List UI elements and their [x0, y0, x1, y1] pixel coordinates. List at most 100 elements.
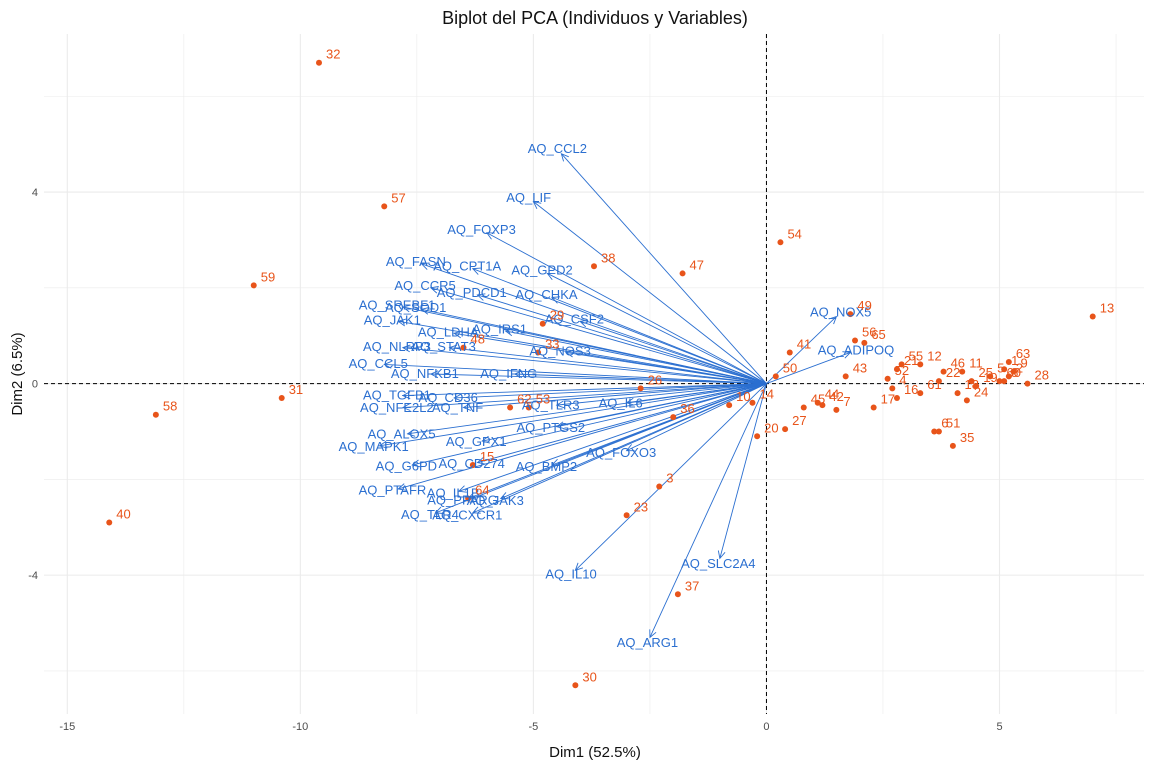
individual-label: 5: [997, 360, 1004, 375]
individual-label: 22: [946, 365, 960, 380]
variable-arrowhead: [532, 200, 542, 209]
reference-lines: [44, 34, 1144, 714]
individual-point: [935, 378, 942, 385]
variable-arrowhead: [546, 272, 556, 281]
variable-arrow: [463, 383, 767, 408]
individual-point: [884, 375, 891, 382]
variable-label: AQ_G6PD: [376, 458, 437, 473]
individual-point: [749, 399, 756, 406]
individual-points: [106, 59, 1096, 689]
individual-point: [842, 373, 849, 380]
variable-label: AQ_ALOX5: [368, 427, 436, 442]
variable-arrow: [766, 316, 837, 384]
individual-point: [656, 483, 663, 490]
variable-label: AQ_CHKA: [515, 287, 577, 302]
variable-arrow: [482, 383, 767, 442]
individual-point: [316, 59, 322, 66]
individual-point: [637, 385, 644, 392]
variable-label: AQ_PDCD1: [437, 285, 507, 300]
variable-label: AQ_TLR3: [522, 398, 580, 413]
individual-label: 2: [1016, 360, 1023, 375]
variable-label: AQ_CD36: [419, 390, 478, 405]
variable-arrow: [435, 383, 767, 514]
variable-arrow: [575, 383, 767, 571]
individual-point: [973, 382, 980, 389]
variable-label: AQ_FOXO3: [586, 445, 656, 460]
individual-point: [465, 495, 472, 502]
individual-point: [819, 402, 826, 409]
variable-arrowhead: [448, 344, 458, 353]
variable-arrowhead: [411, 459, 421, 468]
x-axis-title: Dim1 (52.5%): [549, 744, 641, 761]
individual-label: 41: [797, 336, 811, 351]
individual-label: 12: [927, 348, 941, 363]
variable-arrowhead: [555, 421, 565, 430]
individual-point: [870, 404, 877, 411]
variable-arrowhead: [471, 267, 481, 275]
variable-arrow: [477, 294, 767, 385]
individual-label: 14: [759, 387, 773, 402]
variable-arrowhead: [420, 262, 430, 270]
individual-point: [726, 402, 733, 409]
individual-point: [852, 337, 859, 344]
variable-arrow: [430, 373, 767, 385]
individual-point: [893, 366, 900, 373]
variable-arrow: [766, 352, 851, 384]
variable-arrowhead: [457, 485, 467, 493]
individual-point: [507, 404, 514, 411]
variable-arrowhead: [401, 344, 411, 353]
variable-arrows: [378, 152, 852, 639]
individual-label: 58: [163, 399, 177, 414]
y-tick-label: 4: [32, 187, 38, 199]
variable-label: AQ_CXCR1: [432, 507, 502, 522]
variable-label: AQ_SREBF1: [359, 298, 436, 313]
variable-arrowhead: [453, 393, 462, 402]
individual-point: [1089, 313, 1096, 320]
variable-arrowhead: [453, 330, 462, 339]
individual-point: [679, 270, 686, 277]
individual-point: [525, 404, 532, 411]
individual-label: 36: [680, 401, 694, 416]
individual-point: [674, 591, 681, 598]
variable-arrowhead: [717, 550, 726, 560]
individual-label: 56: [862, 324, 876, 339]
variable-arrowhead: [485, 232, 495, 240]
individual-point: [800, 404, 807, 411]
individual-label: 30: [582, 669, 596, 684]
individual-point: [968, 378, 975, 385]
variable-arrowhead: [406, 429, 416, 437]
individual-label: 17: [881, 392, 895, 407]
x-tick-label: 5: [996, 721, 1002, 733]
variable-label: AQ_PPARG: [427, 493, 498, 508]
individual-label: 62: [517, 392, 531, 407]
variable-arrow: [719, 383, 767, 559]
variable-label: AQ_CCR5: [394, 278, 455, 293]
variable-arrowhead: [383, 360, 392, 369]
individual-label: 49: [857, 298, 871, 313]
variable-arrow: [477, 383, 767, 464]
individual-point: [847, 311, 854, 318]
individual-label: 44: [825, 387, 839, 402]
individual-label: 46: [951, 356, 965, 371]
individual-label: 32: [326, 47, 340, 62]
individual-label: 52: [895, 363, 909, 378]
individual-point: [931, 428, 938, 435]
variable-arrowhead: [462, 403, 472, 411]
individual-point: [539, 320, 546, 327]
individual-point: [959, 368, 966, 375]
individual-label: 3: [666, 471, 673, 486]
individual-label: 59: [261, 269, 275, 284]
individual-label: 63: [1016, 346, 1030, 361]
individual-label: 54: [787, 226, 801, 241]
individual-point: [1024, 380, 1031, 387]
variable-arrow: [579, 320, 767, 385]
individual-label: 31: [289, 382, 303, 397]
individual-label: 50: [783, 360, 797, 375]
individual-label: 35: [960, 430, 974, 445]
variable-label: AQ_PTAFR: [359, 483, 427, 498]
individual-point: [954, 390, 961, 397]
individual-point: [898, 361, 905, 368]
variable-label: AQ_CCL5: [349, 356, 408, 371]
individual-label: 8: [1011, 365, 1018, 380]
